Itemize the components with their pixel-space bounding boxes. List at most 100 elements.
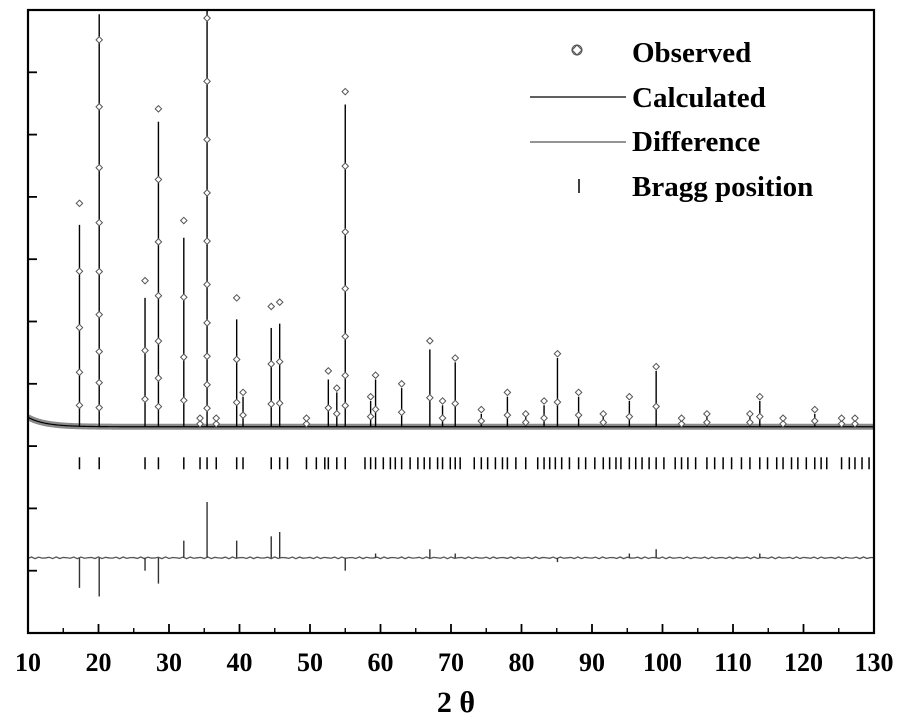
x-tick-label-10: 10 <box>15 648 41 677</box>
observed-point <box>212 414 221 423</box>
observed-point <box>625 412 634 421</box>
observed-point <box>239 388 247 397</box>
observed-point <box>553 398 562 407</box>
observed-point <box>810 417 819 425</box>
observed-point <box>341 87 350 96</box>
observed-point <box>341 284 350 293</box>
x-tick-label-110: 110 <box>714 648 752 677</box>
observed-point <box>332 384 341 393</box>
observed-point <box>179 353 188 362</box>
observed-point <box>239 411 247 420</box>
observed-point <box>267 302 276 311</box>
observed-point <box>371 371 380 380</box>
observed-point <box>203 188 211 197</box>
observed-point <box>95 267 104 276</box>
observed-point <box>851 414 859 423</box>
observed-point <box>232 398 241 407</box>
x-tick-label-30: 30 <box>156 648 182 677</box>
observed-point <box>75 323 84 332</box>
observed-point <box>95 102 104 111</box>
x-tick-label-50: 50 <box>297 648 323 677</box>
observed-point <box>95 163 104 172</box>
observed-point <box>503 388 512 397</box>
legend-bragg-label: Bragg position <box>632 171 813 203</box>
observed-point <box>477 417 486 425</box>
observed-point <box>95 403 104 412</box>
x-tick-label-130: 130 <box>855 648 894 677</box>
observed-point <box>154 175 163 184</box>
observed-point <box>154 104 163 113</box>
observed-point <box>837 419 846 428</box>
observed-point <box>574 411 583 420</box>
observed-point <box>196 414 204 423</box>
legend-observed-circle <box>571 44 583 56</box>
observed-point <box>275 298 284 307</box>
observed-point <box>95 35 104 44</box>
x-tick-label-40: 40 <box>227 648 253 677</box>
observed-point <box>141 395 149 404</box>
observed-point <box>196 419 204 428</box>
observed-point <box>599 409 608 418</box>
observed-point <box>332 409 341 418</box>
observed-point <box>677 414 686 423</box>
legend: Observed Calculated Difference Bragg pos… <box>530 37 813 203</box>
observed-point <box>154 374 163 383</box>
axes: 10 20 30 40 50 60 70 80 90 100 110 120 130 <box>15 71 894 677</box>
observed-point <box>141 276 149 285</box>
observed-point <box>652 362 661 371</box>
observed-point <box>553 349 562 358</box>
observed-point <box>540 414 548 422</box>
observed-point <box>154 237 163 246</box>
observed-point <box>324 404 333 412</box>
observed-point <box>540 397 548 405</box>
observed-point <box>599 418 608 427</box>
observed-point <box>851 419 859 428</box>
observed-point <box>341 371 350 380</box>
observed-point <box>203 135 211 144</box>
observed-point <box>267 360 276 368</box>
observed-point <box>275 399 284 408</box>
plot-content <box>28 10 874 597</box>
observed-point <box>810 405 819 414</box>
observed-point <box>203 352 211 361</box>
observed-point <box>366 412 375 421</box>
x-tick-label-100: 100 <box>643 648 682 677</box>
observed-point <box>425 336 434 345</box>
observed-point <box>179 396 188 405</box>
observed-point <box>703 409 711 418</box>
observed-point <box>755 392 764 401</box>
observed-point <box>203 318 211 327</box>
observed-point <box>397 379 406 388</box>
observed-point <box>574 388 583 397</box>
observed-point <box>779 414 787 423</box>
observed-point <box>141 346 149 355</box>
observed-point <box>302 414 311 423</box>
observed-point <box>521 409 530 418</box>
observed-point <box>703 418 711 427</box>
observed-point <box>75 199 84 208</box>
observed-point <box>275 357 284 366</box>
observed-point <box>341 401 350 410</box>
legend-observed-label: Observed <box>632 37 751 69</box>
observed-point <box>503 411 512 420</box>
observed-point <box>232 355 241 364</box>
observed-point <box>75 267 84 276</box>
legend-observed-symbol <box>571 44 583 56</box>
observed-point <box>203 404 211 413</box>
observed-point <box>302 419 311 428</box>
legend-difference-label: Difference <box>632 126 760 158</box>
observed-point <box>341 227 350 236</box>
observed-point <box>366 392 375 401</box>
x-tick-label-20: 20 <box>86 648 112 677</box>
observed-point <box>652 402 661 411</box>
observed-point <box>677 419 686 428</box>
observed-point <box>837 414 846 423</box>
x-tick-label-90: 90 <box>579 648 605 677</box>
observed-point <box>521 418 530 427</box>
observed-point <box>232 293 241 302</box>
observed-point <box>746 409 754 418</box>
observed-point <box>425 393 434 402</box>
observed-point <box>324 367 333 375</box>
observed-point <box>203 380 211 389</box>
